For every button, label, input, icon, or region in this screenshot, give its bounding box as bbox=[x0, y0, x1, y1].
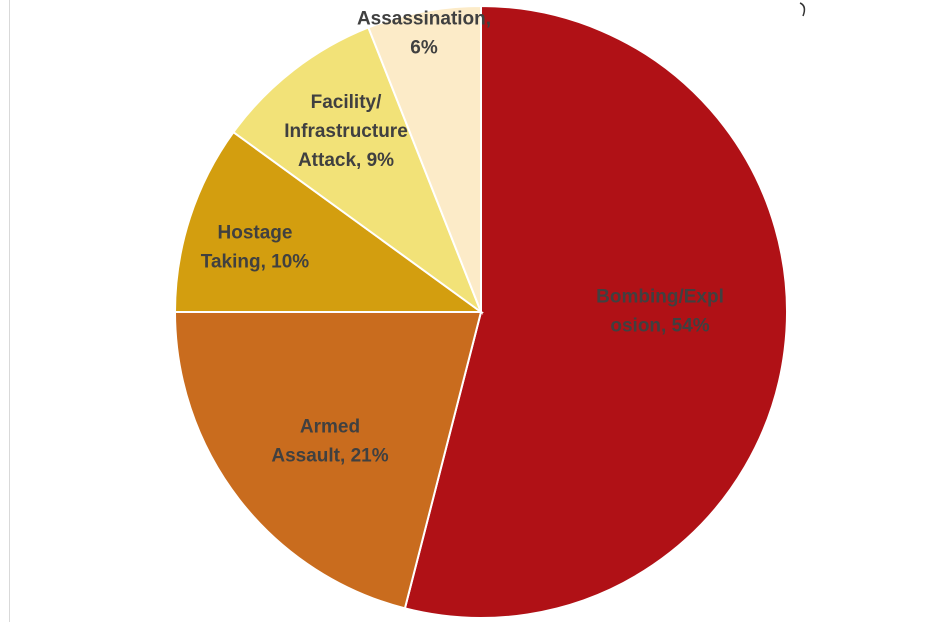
slice-label-bombing-explosion: Bombing/Expl osion, 54% bbox=[596, 287, 724, 337]
pie-slice-hostage-taking bbox=[173, 130, 485, 313]
slice-label-hostage-taking: Hostage Taking, 10% bbox=[201, 223, 310, 273]
slice-label-line: Assault, 21% bbox=[271, 446, 388, 467]
slice-label-line: 6% bbox=[410, 38, 438, 59]
pie-slice-assassination bbox=[367, 4, 482, 313]
slice-label-armed-assault: Armed Assault, 21% bbox=[271, 417, 388, 467]
slice-label-line: Taking, 10% bbox=[201, 252, 310, 273]
slice-label-line: Bombing/Expl bbox=[596, 287, 724, 308]
slice-label-line: Armed bbox=[300, 417, 360, 438]
slice-label-line: Attack, 9% bbox=[298, 150, 394, 171]
slice-label-line: Hostage bbox=[218, 223, 293, 244]
pie-slice-bombing-explosion bbox=[403, 4, 788, 619]
slice-label-facility-infrastructure-attack: Facility/Infrastructure Attack, 9% bbox=[284, 92, 408, 171]
slice-label-line: osion, 54% bbox=[610, 316, 709, 337]
frame-top-right-fragment bbox=[799, 2, 806, 17]
pie-slice-armed-assault bbox=[173, 311, 483, 610]
slice-label-assassination: Assassination, 6% bbox=[357, 9, 491, 59]
pie-slice-facility-infrastructure-attack bbox=[232, 26, 484, 315]
slice-label-line: Assassination, bbox=[357, 9, 491, 30]
slice-label-line: Infrastructure bbox=[284, 121, 408, 142]
slice-label-line: Facility/ bbox=[311, 92, 382, 113]
